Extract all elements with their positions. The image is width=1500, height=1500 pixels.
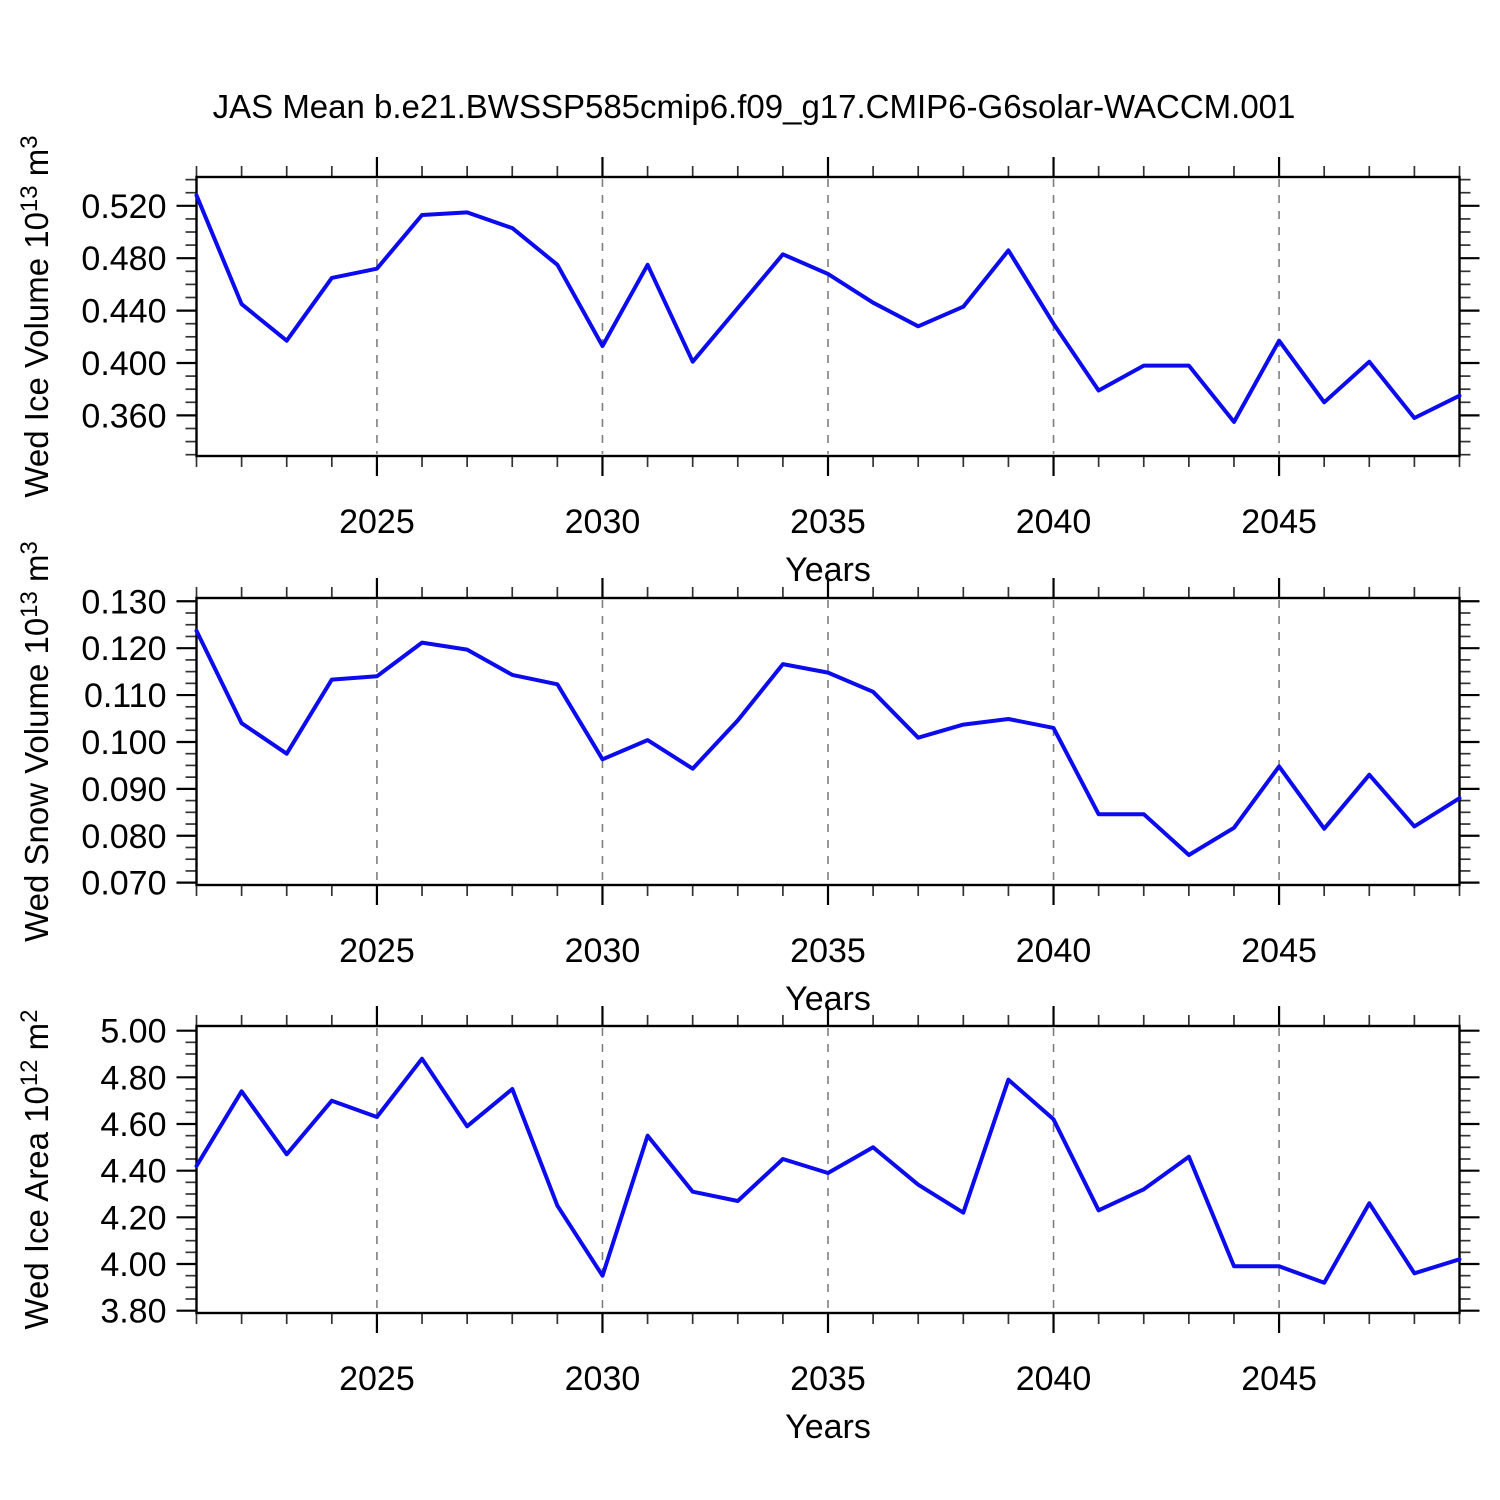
panel-3-xtick-label-2040: 2040 xyxy=(1016,1360,1092,1398)
panel-3-data-line xyxy=(194,1056,1462,1285)
panel-3-major-ticks xyxy=(176,1006,1480,1333)
panel-1-major-ticks xyxy=(176,157,1480,476)
panel-1-yaxis-title: Wed Ice Volume 1013​ m3​ xyxy=(16,135,55,497)
panel-2-xtick-label-2035: 2035 xyxy=(790,932,866,970)
panel-3-ytick-label-4.60: 4.60 xyxy=(100,1106,166,1144)
panel-3-yaxis-title: Wed Ice Area 1012​ m2​ xyxy=(16,1009,55,1329)
panel-2: 2025 2030 2035 2040 2045Years0.0700.0800.090… xyxy=(16,541,1480,1018)
panel-1: 2025 2030 2035 2040 2045Years0.3600.4000.440… xyxy=(16,135,1480,589)
panel-3: 2025 2030 2035 2040 2045 Years 3.80 4.00 4.20 4.4… xyxy=(16,1006,1480,1446)
panel-3-frame xyxy=(195,1024,1461,1315)
panel-2-ytick-label-0.080: 0.080 xyxy=(81,818,166,856)
panel-3-xtick-label-2045: 2045 xyxy=(1241,1360,1317,1398)
panel-3-xtick-label-2035: 2035 xyxy=(790,1360,866,1398)
panel-3-minor-ticks xyxy=(185,1015,1471,1324)
panel-2-xtick-label-2030: 2030 xyxy=(565,932,641,970)
panel-2-minor-ticks xyxy=(185,587,1471,896)
panel-3-ytick-label-4.40: 4.40 xyxy=(100,1153,166,1191)
panel-2-xtick-label-2040: 2040 xyxy=(1016,932,1092,970)
panel-2-ytick-label-0.130: 0.130 xyxy=(81,583,166,621)
panel-1-xtick-label-2030: 2030 xyxy=(565,503,641,541)
panel-1-ytick-label-0.520: 0.520 xyxy=(81,188,166,226)
panel-1-xtick-label-2045: 2045 xyxy=(1241,503,1317,541)
panel-1-data-line xyxy=(194,193,1462,424)
panel-1-ytick-label-0.400: 0.400 xyxy=(81,345,166,383)
panel-1-gridlines xyxy=(376,179,1280,454)
panel-1-frame xyxy=(195,175,1461,458)
panel-1-xtick-label-2040: 2040 xyxy=(1016,503,1092,541)
panel-2-ytick-label-0.070: 0.070 xyxy=(81,865,166,903)
panel-2-yaxis-title: Wed Snow Volume 1013​ m3​ xyxy=(16,541,55,942)
panel-2-ytick-label-0.110: 0.110 xyxy=(84,677,167,715)
panel-2-major-ticks xyxy=(176,578,1480,905)
figure-title: JAS Mean b.e21.BWSSP585cmip6.f09_g17.CMI… xyxy=(212,88,1296,125)
panel-2-ytick-label-0.120: 0.120 xyxy=(81,630,166,668)
panel-2-ytick-label-0.100: 0.100 xyxy=(81,724,166,762)
panel-1-ytick-label-0.360: 0.360 xyxy=(81,397,166,435)
panel-3-ytick-label-5.00: 5.00 xyxy=(100,1013,166,1051)
panel-2-data-line xyxy=(194,628,1462,857)
panel-3-ytick-label-4.00: 4.00 xyxy=(100,1246,166,1284)
panel-3-xtick-label-2025: 2025 xyxy=(339,1360,415,1398)
panel-1-xtick-label-2025: 2025 xyxy=(339,503,415,541)
panel-2-xtick-label-2045: 2045 xyxy=(1241,932,1317,970)
panel-2-ytick-label-0.090: 0.090 xyxy=(81,771,166,809)
panel-1-xtick-label-2035: 2035 xyxy=(790,503,866,541)
panel-3-gridlines xyxy=(376,1028,1280,1311)
panel-3-ytick-label-4.20: 4.20 xyxy=(100,1199,166,1237)
panel-3-xaxis-title: Years xyxy=(785,1408,871,1446)
panel-3-ytick-label-3.80: 3.80 xyxy=(100,1293,166,1331)
panel-2-gridlines xyxy=(376,600,1280,883)
panel-2-xtick-label-2025: 2025 xyxy=(339,932,415,970)
panel-1-ytick-label-0.440: 0.440 xyxy=(81,293,166,331)
panel-3-ytick-label-4.80: 4.80 xyxy=(100,1059,166,1097)
panel-2-frame xyxy=(195,596,1461,887)
panel-1-minor-ticks xyxy=(185,166,1471,467)
panel-3-xtick-label-2030: 2030 xyxy=(565,1360,641,1398)
panel-1-ytick-label-0.480: 0.480 xyxy=(81,240,166,278)
